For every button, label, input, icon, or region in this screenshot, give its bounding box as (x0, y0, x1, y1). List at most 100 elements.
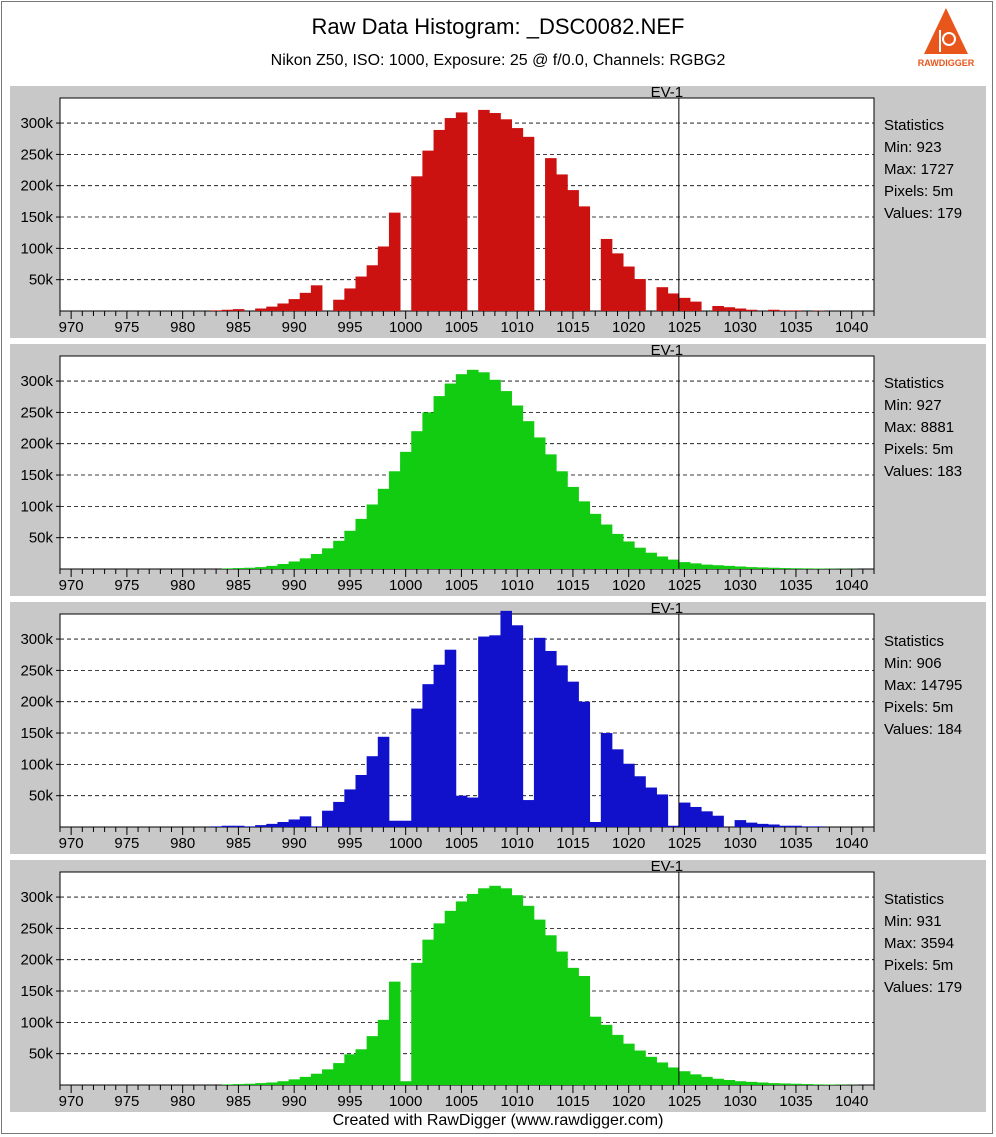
histogram-bar (578, 501, 591, 569)
histogram-bar (645, 552, 657, 569)
histogram-bar (600, 524, 613, 569)
histogram-bar (310, 553, 323, 569)
histogram-bar (500, 610, 513, 827)
histogram-bar (210, 310, 223, 311)
histogram-bar (489, 113, 501, 311)
histogram-bar (667, 293, 680, 311)
y-tick-label: 50k (29, 272, 54, 289)
x-tick-label: 1040 (835, 319, 868, 336)
histogram-bar (734, 308, 747, 311)
stats-max: Max: 1727 (884, 161, 954, 178)
histogram-bar (623, 1043, 635, 1085)
x-tick-label: 970 (59, 1093, 84, 1110)
histogram-bar (812, 568, 825, 569)
histogram-bar (388, 471, 401, 569)
x-tick-label: 975 (114, 1093, 139, 1110)
histogram-bar (489, 379, 501, 569)
histogram-bar (723, 1079, 736, 1085)
stats-values: Values: 183 (884, 463, 962, 480)
histogram-bar (388, 820, 401, 827)
histogram-bar (333, 299, 345, 311)
stats-pixels: Pixels: 5m (884, 441, 953, 458)
histogram-bar (567, 486, 579, 569)
histogram-bar (255, 825, 267, 827)
histogram-bar (701, 564, 713, 569)
y-tick-label: 150k (20, 725, 53, 742)
x-tick-label: 985 (226, 577, 251, 594)
histogram-bar (388, 212, 401, 311)
x-tick-label: 985 (226, 835, 251, 852)
histogram-bar (232, 309, 245, 311)
y-tick-label: 200k (20, 694, 53, 711)
histogram-bar (545, 650, 557, 827)
histogram-bar (433, 923, 446, 1085)
x-tick-label: 1005 (445, 319, 478, 336)
histogram-bar (522, 800, 535, 827)
histogram-bar (366, 1036, 379, 1085)
histogram-bar (768, 1083, 780, 1085)
histogram-bar (422, 412, 434, 569)
stats-values: Values: 179 (884, 979, 962, 996)
histogram-bar (768, 824, 780, 827)
y-tick-label: 300k (20, 373, 53, 390)
x-tick-label: 980 (170, 1093, 195, 1110)
x-tick-label: 995 (337, 1093, 362, 1110)
histogram-bar (243, 1083, 256, 1085)
y-tick-label: 150k (20, 983, 53, 1000)
stats-pixels: Pixels: 5m (884, 183, 953, 200)
histogram-bar (712, 565, 724, 569)
histogram-bar (600, 238, 613, 311)
histogram-bar (400, 820, 412, 827)
histogram-bar (333, 540, 345, 569)
histogram-bar (545, 158, 557, 311)
histogram-bar (400, 451, 412, 569)
histogram-bar (712, 305, 724, 311)
histogram-bar (322, 810, 334, 827)
histogram-bar (712, 1078, 724, 1085)
histogram-bar (656, 794, 669, 827)
histogram-bar (567, 190, 579, 311)
x-tick-label: 1005 (445, 1093, 478, 1110)
histogram-bar (232, 1084, 245, 1085)
histogram-bar (611, 533, 624, 569)
y-tick-label: 300k (20, 889, 53, 906)
y-tick-label: 100k (20, 756, 53, 773)
x-tick-label: 1010 (500, 319, 533, 336)
histogram-bar (734, 820, 747, 827)
histogram-bar (478, 109, 490, 311)
histogram-bar (500, 119, 513, 311)
histogram-bar (745, 567, 758, 569)
histogram-bar (511, 405, 524, 569)
histogram-bar (756, 1082, 769, 1085)
histogram-bar (522, 421, 535, 569)
histogram-bar (567, 681, 579, 827)
x-tick-label: 1000 (389, 319, 422, 336)
stats-pixels: Pixels: 5m (884, 699, 953, 716)
histogram-bar (656, 556, 669, 569)
stats-heading: Statistics (884, 117, 944, 134)
y-tick-label: 100k (20, 498, 53, 515)
y-tick-label: 50k (29, 530, 54, 547)
histogram-bar (433, 396, 446, 569)
histogram-bar (433, 664, 446, 827)
histogram-bar (422, 939, 434, 1085)
histogram-bar (623, 541, 635, 569)
histogram-bar (366, 265, 379, 311)
logo-loupe (942, 32, 956, 46)
stats-heading: Statistics (884, 375, 944, 392)
histogram-bar (467, 369, 479, 569)
histogram-bar (779, 568, 791, 569)
histogram-bar (522, 136, 535, 311)
histogram-bar (310, 826, 323, 827)
histogram-panel-g2: 50k 100k 150k 200k 250k 300k 970 975 980 985 990 99… (10, 858, 986, 1112)
histogram-b: 50k 100k 150k 200k 250k 300k 970 975 980 985 990 99… (20, 600, 962, 852)
x-tick-label: 1015 (556, 319, 589, 336)
histogram-bar (667, 559, 680, 569)
histogram-bar (455, 374, 468, 569)
histogram-bar (712, 815, 724, 827)
y-tick-label: 250k (20, 662, 53, 679)
histogram-bar (667, 1067, 680, 1085)
histogram-bar (645, 787, 657, 827)
histogram-bar (489, 885, 501, 1085)
histogram-bar (656, 1062, 669, 1085)
